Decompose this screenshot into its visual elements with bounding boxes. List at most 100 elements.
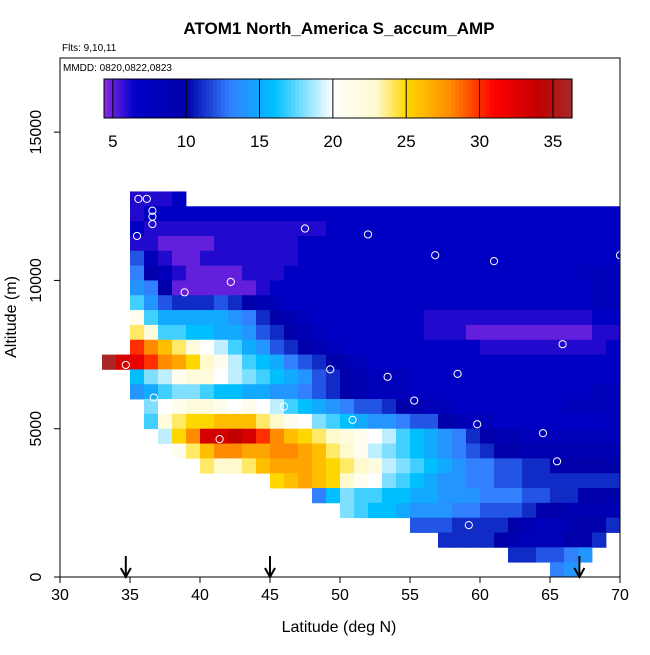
- heatmap-cell: [158, 295, 173, 311]
- heatmap-cell: [368, 250, 383, 266]
- heatmap-cell: [480, 354, 495, 370]
- heatmap-cell: [214, 428, 229, 444]
- heatmap-cell: [270, 339, 285, 355]
- heatmap-cell: [438, 250, 453, 266]
- heatmap-cell: [606, 235, 620, 252]
- heatmap-cell: [256, 206, 271, 222]
- heatmap-cell: [564, 324, 579, 341]
- heatmap-cell: [172, 324, 187, 341]
- colorbar-segment: [306, 79, 312, 118]
- heatmap-cell: [466, 324, 481, 341]
- heatmap-cell: [340, 443, 355, 459]
- heatmap-cell: [522, 206, 537, 222]
- colorbar-segment: [314, 79, 320, 118]
- heatmap-cell: [466, 250, 481, 266]
- heatmap-cell: [354, 235, 369, 252]
- heatmap-cell: [536, 295, 551, 311]
- heatmap-cell: [564, 206, 579, 222]
- flight-point: [300, 224, 310, 233]
- colorbar-segment: [123, 79, 128, 118]
- flight-point: [279, 402, 289, 411]
- heatmap-cell: [368, 280, 383, 296]
- heatmap-cell: [424, 354, 439, 370]
- heatmap-cell: [396, 206, 411, 222]
- heatmap-cell: [228, 265, 243, 281]
- heatmap-cell: [144, 399, 159, 415]
- flight-point: [149, 393, 158, 402]
- heatmap-cell: [424, 310, 439, 326]
- heatmap-cell: [508, 488, 523, 504]
- heatmap-cell: [522, 547, 537, 563]
- heatmap-cell: [410, 339, 425, 355]
- heatmap-cell: [522, 443, 537, 459]
- heatmap-cell: [592, 295, 607, 311]
- flight-point: [489, 257, 499, 266]
- colorbar-segment: [521, 79, 526, 118]
- heatmap-cell: [634, 399, 648, 414]
- heatmap-cell: [382, 458, 397, 474]
- heatmap-cell: [312, 399, 327, 415]
- heatmap-cell: [550, 354, 565, 370]
- heatmap-cell: [634, 251, 648, 266]
- heatmap-cell: [340, 324, 355, 341]
- heatmap-cell: [256, 443, 271, 459]
- heatmap-cell: [508, 221, 523, 237]
- heatmap-cell: [410, 324, 425, 341]
- heatmap-cell: [172, 384, 187, 400]
- heatmap-cell: [578, 517, 593, 533]
- heatmap-cell: [312, 221, 327, 237]
- heatmap-cell: [270, 443, 285, 459]
- heatmap-cell: [340, 473, 355, 489]
- colorbar-segment: [443, 79, 448, 118]
- heatmap-cell: [354, 488, 369, 504]
- mmdd-annotation: MMDD: 0820,0822,0823: [63, 63, 172, 74]
- heatmap-cell: [382, 473, 397, 489]
- heatmap-cell: [354, 384, 369, 400]
- heatmap-cell: [410, 235, 425, 252]
- heatmap-cell: [284, 221, 299, 237]
- heatmap-cell: [452, 235, 467, 252]
- colorbar-segment: [275, 79, 281, 118]
- heatmap-cell: [340, 206, 355, 222]
- heatmap-cell: [172, 413, 187, 430]
- heatmap-cell: [270, 221, 285, 237]
- heatmap-cell: [508, 310, 523, 326]
- heatmap-cell: [452, 532, 467, 548]
- heatmap-cell: [620, 473, 634, 488]
- heatmap-cell: [564, 295, 579, 311]
- colorbar-segment: [568, 79, 573, 118]
- heatmap-cell: [438, 206, 453, 222]
- heatmap-cell: [186, 369, 201, 385]
- heatmap-cell: [340, 280, 355, 296]
- colorbar-segment: [400, 79, 405, 118]
- colorbar-segment: [458, 79, 464, 118]
- heatmap-cell: [158, 310, 173, 326]
- heatmap-cell: [424, 384, 439, 400]
- colorbar-segment: [131, 79, 136, 118]
- heatmap-cell: [158, 339, 173, 355]
- heatmap-cell: [186, 250, 201, 266]
- heatmap-cell: [536, 280, 551, 296]
- colorbar-segment: [170, 79, 175, 118]
- heatmap-cell: [494, 473, 509, 489]
- heatmap-cell: [340, 369, 355, 385]
- heatmap-cell: [550, 458, 565, 474]
- colorbar-segment: [466, 79, 472, 118]
- arrow-marker: [264, 556, 276, 580]
- heatmap-cell: [592, 532, 607, 548]
- y-tick-label: 5000: [28, 411, 45, 447]
- heatmap-cell: [340, 488, 355, 504]
- y-axis-label: Altitude (m): [3, 276, 20, 358]
- heatmap-cell: [620, 280, 634, 295]
- colorbar-segment: [560, 79, 565, 118]
- heatmap-cell: [438, 339, 453, 355]
- heatmap-cell: [578, 384, 593, 400]
- heatmap-cell: [634, 340, 648, 355]
- heatmap-cell: [494, 354, 509, 370]
- heatmap-cell: [536, 354, 551, 370]
- heatmap-cell: [326, 488, 341, 504]
- heatmap-cell: [480, 428, 495, 444]
- heatmap-cell: [242, 265, 257, 281]
- heatmap-cell: [410, 221, 425, 237]
- colorbar-segment: [482, 79, 487, 118]
